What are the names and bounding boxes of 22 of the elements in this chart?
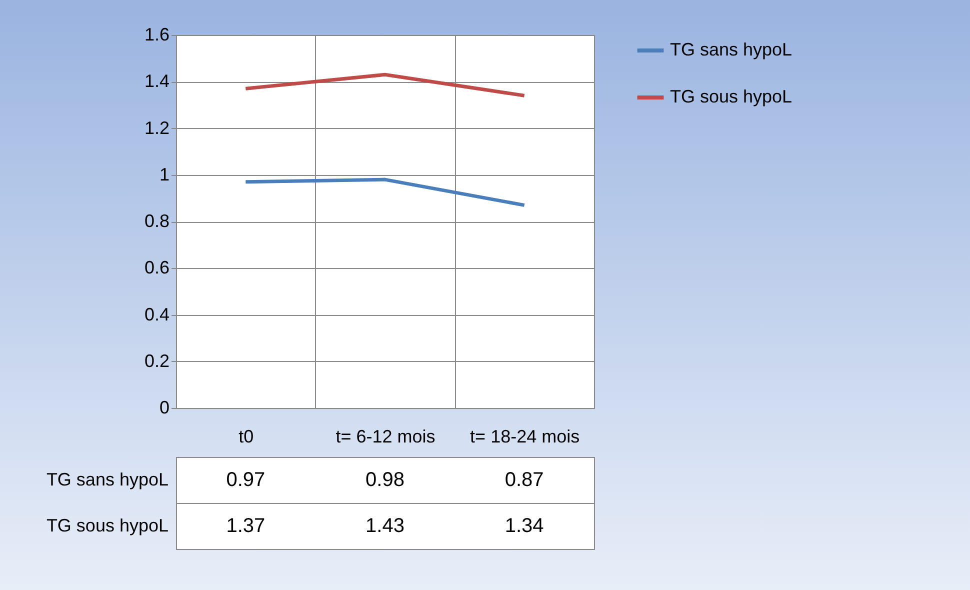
y-tick-label: 0.8 [144, 211, 170, 231]
text: TG sous hypoL [46, 516, 168, 536]
y-tick-label: 0.4 [144, 304, 170, 324]
data-label: 0.97 [226, 469, 266, 491]
y-tick-label: 1.2 [144, 118, 170, 138]
x-tick-label: t0 [238, 426, 254, 446]
data-label: 0.98 [366, 469, 404, 491]
y-tick-label: 1.4 [144, 71, 170, 92]
x-tick-label: t= 18-24 mois [470, 426, 580, 446]
y-tick-label: 1.6 [144, 24, 170, 44]
data-label: 0.87 [504, 469, 544, 491]
text: TG sans hypoL [46, 470, 168, 490]
x-tick-label: t= 6-12 mois [336, 426, 436, 446]
y-tick-label: 0.6 [144, 258, 170, 278]
y-tick-label: 0 [159, 398, 170, 418]
y-tick-label: 0.2 [144, 350, 170, 371]
data-label: 1.34 [504, 515, 544, 537]
y-tick-label: 1 [159, 164, 170, 184]
legend-label: TG sous hypoL [670, 86, 792, 106]
data-label: 1.43 [366, 515, 404, 537]
data-label: 1.37 [226, 515, 266, 537]
legend-label: TG sans hypoL [670, 40, 792, 60]
